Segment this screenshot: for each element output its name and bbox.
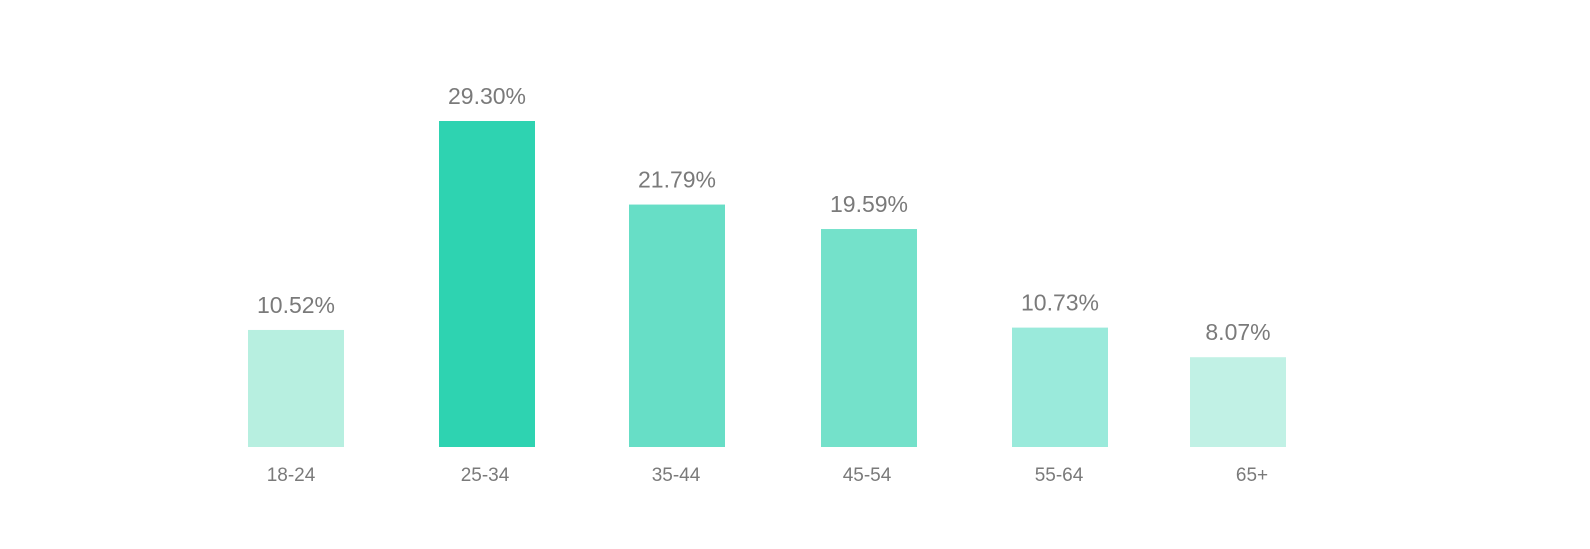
bar-55-64	[1012, 327, 1108, 447]
bar-35-44	[629, 204, 725, 447]
value-label-18-24: 10.52%	[257, 292, 335, 318]
category-label-35-44: 35-44	[652, 465, 701, 486]
value-label-55-64: 10.73%	[1021, 290, 1099, 316]
value-label-25-34: 29.30%	[448, 83, 526, 109]
category-label-18-24: 18-24	[267, 465, 316, 486]
value-label-65-plus: 8.07%	[1205, 319, 1270, 345]
bar-65-plus	[1190, 357, 1286, 447]
value-label-45-54: 19.59%	[830, 191, 908, 217]
category-label-55-64: 55-64	[1035, 465, 1084, 486]
category-label-45-54: 45-54	[843, 465, 892, 486]
bar-18-24	[248, 329, 344, 447]
value-label-35-44: 21.79%	[638, 167, 716, 193]
bar-25-34	[439, 121, 535, 447]
category-label-25-34: 25-34	[461, 465, 510, 486]
bar-45-54	[821, 229, 917, 447]
category-label-65-plus: 65+	[1236, 465, 1268, 486]
